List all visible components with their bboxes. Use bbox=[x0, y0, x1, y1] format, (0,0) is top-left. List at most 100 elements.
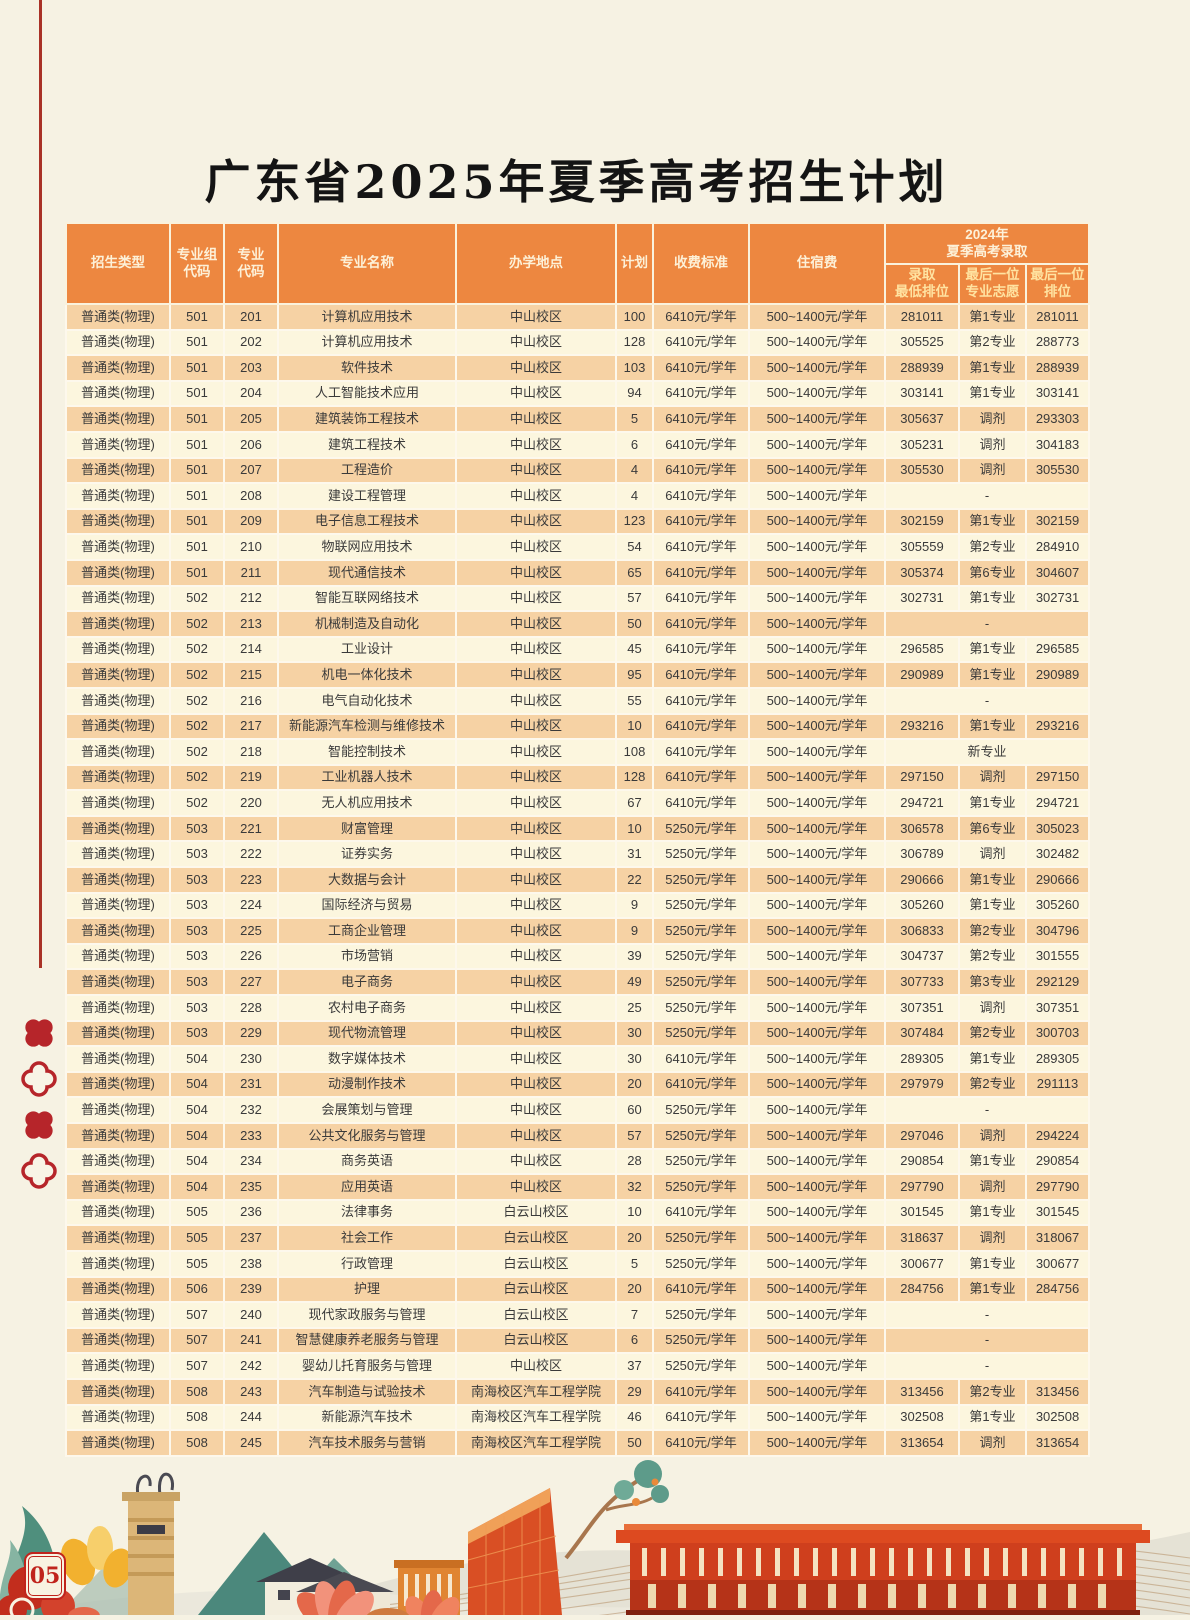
cell-location: 中山校区 bbox=[455, 686, 617, 715]
cell-type: 普通类(物理) bbox=[65, 686, 171, 715]
cell-last-rank: 304183 bbox=[1024, 430, 1091, 459]
cell-type: 普通类(物理) bbox=[65, 1352, 171, 1380]
cell-major-name: 工程造价 bbox=[277, 456, 457, 485]
cell-admission-merged: - bbox=[883, 686, 1091, 715]
cell-type: 普通类(物理) bbox=[65, 507, 171, 536]
cell-major-name: 无人机应用技术 bbox=[277, 789, 457, 817]
cell-location: 中山校区 bbox=[455, 354, 617, 382]
cell-last-rank: 289305 bbox=[1024, 1045, 1091, 1073]
cell-last-rank: 293303 bbox=[1024, 405, 1091, 433]
cell-type: 普通类(物理) bbox=[65, 1403, 171, 1432]
cell-group-code: 504 bbox=[169, 1173, 225, 1201]
cell-fee: 6410元/学年 bbox=[652, 661, 750, 689]
cell-rank-min: 318637 bbox=[884, 1224, 960, 1252]
table-row: 普通类(物理) 501 208 建设工程管理 中山校区 4 6410元/学年 500~1400… bbox=[65, 482, 1091, 510]
cell-group-code: 508 bbox=[169, 1429, 225, 1457]
cell-group-code: 505 bbox=[169, 1249, 225, 1278]
cell-plan: 57 bbox=[615, 1122, 654, 1150]
cell-plan: 25 bbox=[615, 994, 654, 1022]
cell-fee: 5250元/学年 bbox=[652, 1326, 750, 1355]
cell-plan: 55 bbox=[615, 686, 654, 715]
cell-major-name: 物联网应用技术 bbox=[277, 533, 457, 561]
quatrefoil-filled-icon bbox=[25, 1111, 53, 1139]
cell-group-code: 503 bbox=[169, 891, 225, 920]
cell-major-name: 现代通信技术 bbox=[277, 558, 457, 587]
cell-last-pref: 第1专业 bbox=[958, 866, 1027, 894]
page-number: 05 bbox=[29, 1563, 61, 1589]
cell-major-name: 会展策划与管理 bbox=[277, 1096, 457, 1124]
cell-type: 普通类(物理) bbox=[65, 891, 171, 920]
cell-plan: 49 bbox=[615, 968, 654, 997]
cell-accommodation: 500~1400元/学年 bbox=[748, 1301, 886, 1329]
cell-plan: 65 bbox=[615, 558, 654, 587]
cell-type: 普通类(物理) bbox=[65, 482, 171, 510]
cell-last-rank: 313654 bbox=[1024, 1429, 1091, 1457]
cell-group-code: 506 bbox=[169, 1275, 225, 1304]
cell-major-name: 商务英语 bbox=[277, 1147, 457, 1176]
cell-last-pref: 调剂 bbox=[958, 763, 1027, 792]
cell-fee: 5250元/学年 bbox=[652, 1122, 750, 1150]
cell-accommodation: 500~1400元/学年 bbox=[748, 354, 886, 382]
cell-plan: 5 bbox=[615, 1249, 654, 1278]
header-plan: 计划 bbox=[615, 222, 654, 305]
cell-accommodation: 500~1400元/学年 bbox=[748, 303, 886, 331]
cell-last-pref: 第2专业 bbox=[958, 917, 1027, 945]
cell-major-code: 218 bbox=[223, 738, 279, 766]
cell-major-name: 大数据与会计 bbox=[277, 866, 457, 894]
cell-major-code: 219 bbox=[223, 763, 279, 792]
cell-location: 中山校区 bbox=[455, 814, 617, 843]
cell-major-name: 机械制造及自动化 bbox=[277, 610, 457, 638]
cell-fee: 6410元/学年 bbox=[652, 712, 750, 741]
cell-major-name: 计算机应用技术 bbox=[277, 328, 457, 357]
cell-major-code: 236 bbox=[223, 1198, 279, 1227]
cell-fee: 5250元/学年 bbox=[652, 942, 750, 971]
cell-accommodation: 500~1400元/学年 bbox=[748, 507, 886, 536]
cell-major-name: 计算机应用技术 bbox=[277, 303, 457, 331]
cell-type: 普通类(物理) bbox=[65, 635, 171, 664]
cell-rank-min: 297150 bbox=[884, 763, 960, 792]
cell-group-code: 503 bbox=[169, 814, 225, 843]
cell-accommodation: 500~1400元/学年 bbox=[748, 891, 886, 920]
cell-major-name: 法律事务 bbox=[277, 1198, 457, 1227]
cell-accommodation: 500~1400元/学年 bbox=[748, 533, 886, 561]
cell-plan: 20 bbox=[615, 1275, 654, 1304]
table-row: 普通类(物理) 502 218 智能控制技术 中山校区 108 6410元/学年 500~14… bbox=[65, 738, 1091, 766]
cell-accommodation: 500~1400元/学年 bbox=[748, 763, 886, 792]
cell-type: 普通类(物理) bbox=[65, 1096, 171, 1124]
cell-major-name: 农村电子商务 bbox=[277, 994, 457, 1022]
table-row: 普通类(物理) 505 238 行政管理 白云山校区 5 5250元/学年 500~1400元… bbox=[65, 1249, 1091, 1278]
cell-last-rank: 300703 bbox=[1024, 1019, 1091, 1048]
cell-last-rank: 288939 bbox=[1024, 354, 1091, 382]
header-rank-min: 录取 最低排位 bbox=[884, 263, 960, 305]
cell-location: 中山校区 bbox=[455, 738, 617, 766]
cell-accommodation: 500~1400元/学年 bbox=[748, 686, 886, 715]
cell-fee: 6410元/学年 bbox=[652, 610, 750, 638]
yellow-flower bbox=[60, 1526, 133, 1588]
cell-major-name: 人工智能技术应用 bbox=[277, 379, 457, 408]
cell-plan: 20 bbox=[615, 1224, 654, 1252]
cell-major-code: 240 bbox=[223, 1301, 279, 1329]
cell-group-code: 501 bbox=[169, 354, 225, 382]
cell-fee: 6410元/学年 bbox=[652, 328, 750, 357]
cell-plan: 10 bbox=[615, 1198, 654, 1227]
cell-type: 普通类(物理) bbox=[65, 584, 171, 613]
left-decorations bbox=[19, 1007, 61, 1197]
cell-rank-min: 303141 bbox=[884, 379, 960, 408]
cell-type: 普通类(物理) bbox=[65, 1301, 171, 1329]
cell-major-code: 221 bbox=[223, 814, 279, 843]
cell-major-code: 233 bbox=[223, 1122, 279, 1150]
cell-fee: 5250元/学年 bbox=[652, 1173, 750, 1201]
cell-rank-min: 290666 bbox=[884, 866, 960, 894]
cell-rank-min: 305231 bbox=[884, 430, 960, 459]
cell-last-pref: 第2专业 bbox=[958, 1377, 1027, 1406]
cell-rank-min: 305559 bbox=[884, 533, 960, 561]
cell-rank-min: 293216 bbox=[884, 712, 960, 741]
cell-group-code: 502 bbox=[169, 789, 225, 817]
table-row: 普通类(物理) 503 223 大数据与会计 中山校区 22 5250元/学年 500~140… bbox=[65, 866, 1091, 894]
cell-last-pref: 调剂 bbox=[958, 456, 1027, 485]
cell-fee: 6410元/学年 bbox=[652, 482, 750, 510]
quatrefoil-outline-icon bbox=[21, 1153, 57, 1189]
cell-location: 中山校区 bbox=[455, 789, 617, 817]
cell-fee: 5250元/学年 bbox=[652, 1249, 750, 1278]
cell-location: 中山校区 bbox=[455, 1173, 617, 1201]
